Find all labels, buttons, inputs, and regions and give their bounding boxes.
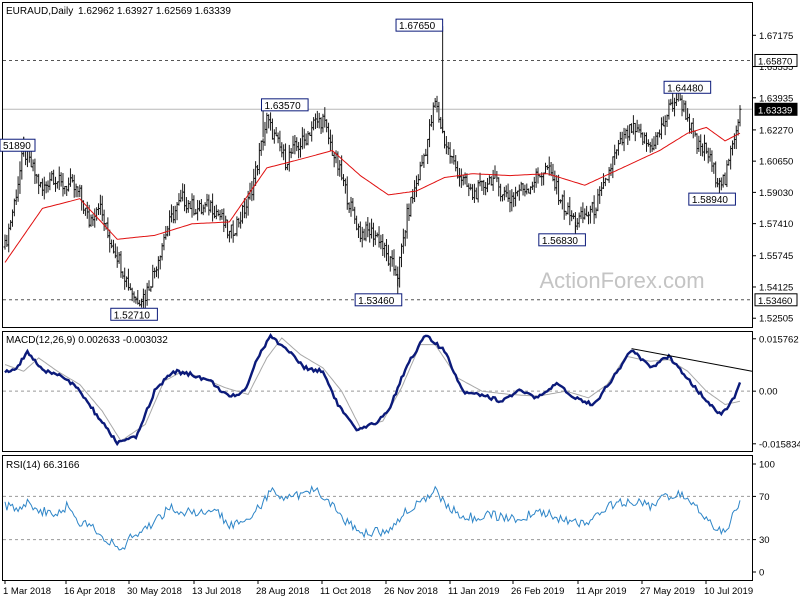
- rsi-line: [4, 484, 741, 551]
- rsi-tick-label: 0: [759, 568, 764, 579]
- level-label: 1.53460: [758, 296, 792, 307]
- level-label: 1.65870: [758, 56, 792, 67]
- price-tick-label: 1.52505: [759, 314, 793, 325]
- rsi-axis: 100 70 30 0: [752, 460, 775, 579]
- date-tick-label: 16 Apr 2018: [64, 586, 115, 597]
- annotation-box: [354, 293, 403, 307]
- price-tick-label: 1.54125: [759, 282, 793, 293]
- annotation-box: [395, 18, 444, 32]
- annotation-box: [260, 98, 309, 112]
- macd-tick-label: -0.015834: [759, 439, 800, 450]
- level-label-box: [754, 293, 798, 307]
- rsi-tick-label: 30: [759, 535, 770, 546]
- price-tick-label: 1.62270: [759, 125, 793, 136]
- date-tick-label: 11 Oct 2018: [320, 586, 371, 597]
- ma-line: [4, 126, 741, 263]
- rsi-panel-frame: [2, 455, 753, 581]
- date-tick-label: 1 Mar 2018: [3, 586, 51, 597]
- rsi-title: RSI(14) 66.3166: [6, 460, 80, 471]
- price-title: EURAUD,Daily: [6, 6, 73, 17]
- price-tick-label: 1.67175: [759, 31, 793, 42]
- macd-tick-label: 0.015762: [759, 334, 799, 345]
- date-tick-label: 26 Nov 2018: [384, 586, 438, 597]
- macd-tick-label: 0.00: [759, 387, 778, 398]
- level-label-box: [754, 102, 798, 116]
- macd-title: MACD(12,26,9) 0.002633 -0.003032: [6, 335, 168, 346]
- price-tick-label: 1.55745: [759, 251, 793, 262]
- rsi-plot: [3, 484, 752, 551]
- ohlc-header: 1.62962 1.63927 1.62569 1.63339: [78, 6, 231, 17]
- date-tick-label: 26 Feb 2019: [511, 586, 564, 597]
- annotation-label: 1.52710: [114, 310, 151, 321]
- macd-plot: [3, 333, 753, 447]
- annotation-label: 1.53460: [358, 296, 395, 307]
- date-tick-label: 10 Jul 2019: [704, 586, 753, 597]
- macd-line: [4, 333, 742, 447]
- annotation-label: 1.64480: [667, 83, 704, 94]
- annotation-label: 1.58940: [692, 195, 729, 206]
- annotation-box: [110, 307, 158, 321]
- rsi-tick-label: 100: [759, 460, 775, 471]
- annotation-box: [663, 80, 712, 94]
- rsi-tick-label: 70: [759, 492, 770, 503]
- date-tick-label: 11 Jan 2019: [448, 586, 500, 597]
- watermark: ActionForex.com: [539, 268, 704, 293]
- annotation-label: 1.63570: [264, 101, 301, 112]
- annotation-box: [688, 192, 736, 206]
- macd-axis: 0.015762 0.00 -0.015834: [752, 334, 800, 450]
- price-tick-label: 1.60650: [759, 157, 793, 168]
- date-tick-label: 11 Apr 2019: [576, 586, 627, 597]
- date-axis: 1 Mar 2018 16 Apr 2018 30 May 2018 13 Jul 2…: [3, 580, 753, 597]
- price-tick-label: 1.59030: [759, 188, 793, 199]
- annotation-box: [538, 233, 586, 247]
- annotation-label: 1.56830: [542, 236, 579, 247]
- date-tick-label: 13 Jul 2018: [192, 586, 241, 597]
- level-label-box: [754, 53, 798, 67]
- price-tick-label: 1.63935: [759, 93, 793, 104]
- moving-average: [4, 126, 741, 263]
- macd-trendline: [631, 348, 753, 372]
- price-tick-label: 1.65555: [759, 62, 793, 73]
- date-tick-label: 27 May 2019: [640, 586, 695, 597]
- annotation-label: 51890: [3, 141, 31, 152]
- price-bars: [3, 26, 742, 315]
- price-tick-label: 1.57410: [759, 219, 793, 230]
- annotation-box: [0, 138, 36, 152]
- price-annotations: 51890 1.52710 1.63570 1.67650 1.53460 1.56830…: [0, 18, 736, 321]
- date-tick-label: 30 May 2018: [127, 586, 182, 597]
- price-panel-frame: [2, 2, 753, 328]
- annotation-label: 1.67650: [399, 21, 436, 32]
- level-label: 1.63339: [758, 105, 792, 116]
- date-tick-label: 28 Aug 2018: [256, 586, 309, 597]
- price-axis: 1.67175 1.65555 1.63935 1.62270 1.60650 1.590…: [752, 31, 798, 325]
